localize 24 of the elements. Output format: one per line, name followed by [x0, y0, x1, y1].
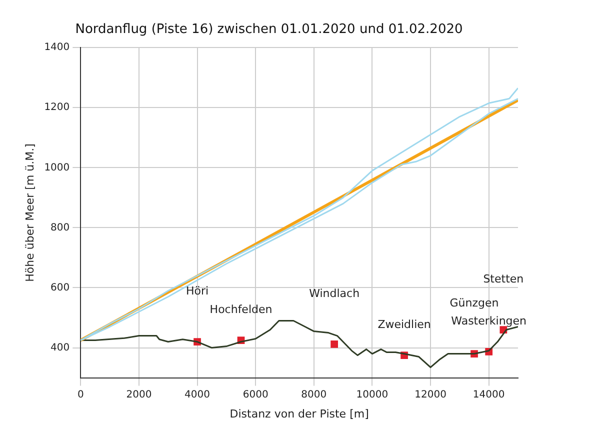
x-tick-label: 8000: [301, 389, 327, 400]
x-axis-title: Distanz von der Piste [m]: [230, 407, 369, 420]
annotation: Höri: [186, 284, 209, 298]
annotation: Hochfelden: [210, 303, 272, 316]
y-tick-label: 400: [50, 342, 70, 354]
x-tick-label: 14000: [472, 389, 505, 400]
y-tick-label: 1000: [44, 162, 70, 174]
annotation: Windlach: [309, 287, 360, 300]
annotation: Stetten: [483, 272, 524, 286]
annotation: Zweidlien: [378, 318, 431, 332]
y-tick-label: 600: [50, 282, 70, 294]
annotation: Wasterkingen: [451, 314, 527, 328]
x-tick-label: 0: [77, 389, 84, 400]
y-tick-label: 800: [50, 222, 70, 234]
x-tick-label: 6000: [242, 389, 268, 400]
x-tick-label: 2000: [126, 389, 152, 400]
y-tick-label: 1200: [44, 102, 70, 114]
x-tick-label: 12000: [414, 389, 446, 400]
y-axis-title: Höhe über Meer [m ü.M.]: [23, 144, 36, 282]
annotation: Günzgen: [450, 296, 499, 310]
x-tick-label: 10000: [356, 389, 388, 400]
y-tick-label: 1400: [44, 42, 70, 54]
x-tick-label: 4000: [184, 389, 210, 400]
chart-title: Nordanflug (Piste 16) zwischen 01.01.2020 und 01.02.2020: [75, 22, 463, 38]
